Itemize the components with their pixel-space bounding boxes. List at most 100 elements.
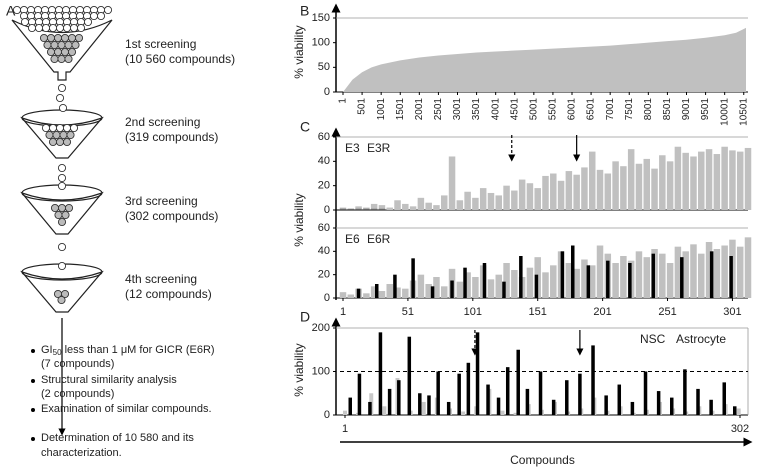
bar	[363, 208, 370, 210]
bullet-note: (7 compounds)	[41, 358, 114, 370]
panel-label: C	[300, 119, 310, 135]
bar	[670, 397, 674, 415]
ball	[48, 23, 58, 33]
x-tick-label: 1	[338, 98, 349, 104]
bar	[463, 267, 467, 298]
ball	[45, 130, 54, 140]
bar	[503, 263, 510, 298]
bar	[427, 395, 431, 415]
x-tick-label: 1	[340, 306, 346, 318]
bar	[518, 179, 526, 210]
ball	[57, 163, 67, 173]
step-count: (12 compounds)	[125, 287, 212, 301]
bar	[666, 161, 674, 210]
step-count: (302 compounds)	[125, 209, 218, 223]
bar	[588, 151, 596, 210]
y-tick-label: 200	[312, 322, 330, 334]
y-tick-label: 0	[324, 204, 330, 216]
bar	[368, 401, 372, 415]
legend-entry: E3R	[367, 141, 391, 155]
ball	[96, 11, 106, 21]
bar	[441, 195, 448, 210]
bar	[542, 272, 549, 298]
bar	[565, 171, 573, 210]
bar	[674, 246, 682, 298]
bullet-note: (2 compounds)	[41, 388, 114, 400]
bar	[461, 411, 466, 415]
bar	[617, 384, 622, 415]
bar	[534, 188, 541, 210]
ball	[52, 130, 61, 140]
bar	[571, 245, 575, 298]
step-title: 2nd screening	[125, 115, 200, 129]
bar	[425, 202, 432, 210]
y-tick-label: 100	[312, 37, 330, 49]
bar	[382, 406, 387, 415]
panel-a: A 1st screening (10 560 compounds) 2nd s…	[6, 3, 235, 459]
bar	[705, 149, 713, 210]
legend-entry: E3	[345, 141, 360, 155]
bar	[696, 388, 700, 415]
x-tick-label: 10501	[738, 98, 749, 126]
bullet	[31, 379, 35, 383]
bar	[433, 205, 440, 210]
ball	[41, 23, 51, 33]
ball	[74, 33, 84, 43]
bar	[721, 146, 728, 210]
bar	[682, 152, 689, 210]
bar	[674, 146, 682, 210]
step-count: (319 compounds)	[125, 130, 218, 144]
bar	[402, 203, 409, 210]
legend-entry: E6R	[367, 232, 391, 246]
area	[343, 27, 746, 92]
bar	[516, 349, 520, 415]
ball	[57, 242, 67, 252]
ball	[103, 5, 113, 15]
y-tick-label: 60	[318, 131, 330, 143]
bar	[736, 151, 744, 210]
x-tick-label: 501	[357, 98, 368, 115]
bar	[680, 257, 684, 298]
bar	[542, 175, 549, 210]
bar	[620, 256, 627, 298]
bar	[339, 208, 347, 210]
ball	[69, 123, 79, 133]
y-axis-label: % viability	[292, 193, 306, 246]
bar	[526, 183, 534, 210]
bar	[643, 257, 650, 298]
y-tick-label: 40	[318, 245, 330, 257]
bar	[736, 408, 741, 415]
ball	[46, 47, 56, 57]
ball	[50, 40, 59, 50]
ball	[57, 83, 67, 93]
bar	[363, 293, 370, 298]
ball	[62, 137, 72, 147]
bar	[651, 253, 655, 298]
bar	[705, 242, 713, 298]
bar	[370, 203, 378, 210]
ball	[57, 40, 66, 50]
bar	[538, 371, 543, 415]
ball	[58, 103, 68, 113]
bar	[651, 168, 658, 210]
bar	[565, 263, 573, 298]
x-tick-label: 151	[529, 306, 547, 318]
bar	[378, 208, 386, 210]
x-tick-label: 5501	[548, 98, 559, 121]
ball	[57, 203, 67, 213]
ball	[12, 5, 22, 15]
ball	[60, 33, 70, 43]
ball	[66, 130, 75, 140]
bar	[348, 397, 352, 415]
bar	[355, 208, 362, 210]
bar	[370, 208, 378, 210]
bar	[495, 195, 503, 210]
bar	[378, 332, 383, 415]
bar	[394, 287, 401, 298]
bar	[355, 206, 362, 210]
x-tick-label: 7501	[624, 98, 635, 121]
bullet	[31, 437, 35, 441]
x-tick-label: 8501	[662, 98, 673, 121]
bullet-rest: less than 1 μM for GICR (E6R)	[62, 344, 215, 356]
ball	[89, 11, 99, 21]
